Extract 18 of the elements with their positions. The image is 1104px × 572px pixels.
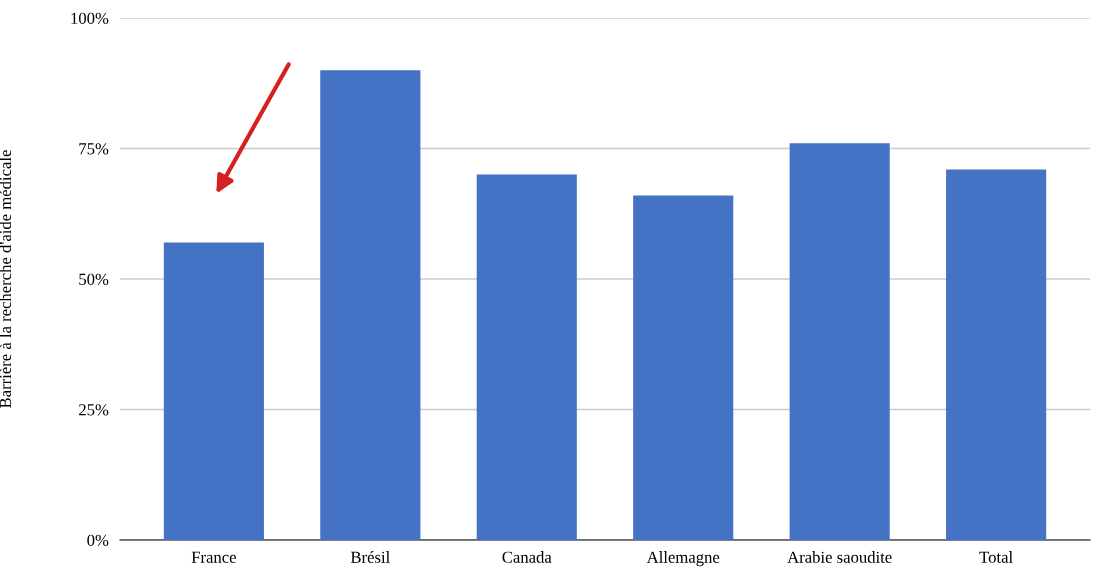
y-axis-title: Barrière à la recherche d'aide médicale (0, 150, 12, 408)
x-tick-label: Arabie saoudite (787, 551, 892, 563)
x-tick-label: Brésil (350, 551, 390, 563)
x-tick-label: Canada (502, 551, 552, 563)
x-tick-label: Allemagne (646, 551, 720, 567)
y-tick-label: 75% (79, 143, 109, 155)
x-tick-label: Total (979, 551, 1013, 563)
bar (163, 242, 264, 540)
y-tick-label: 0% (87, 534, 109, 546)
bar (946, 169, 1047, 540)
y-tick-label: 50% (79, 273, 109, 285)
x-tick-label: France (191, 551, 236, 563)
bar (476, 174, 577, 540)
y-tick-label: 100% (71, 12, 109, 24)
bar (320, 70, 421, 540)
y-tick-label: 25% (79, 404, 109, 416)
bar (633, 195, 734, 540)
bar (789, 143, 890, 540)
